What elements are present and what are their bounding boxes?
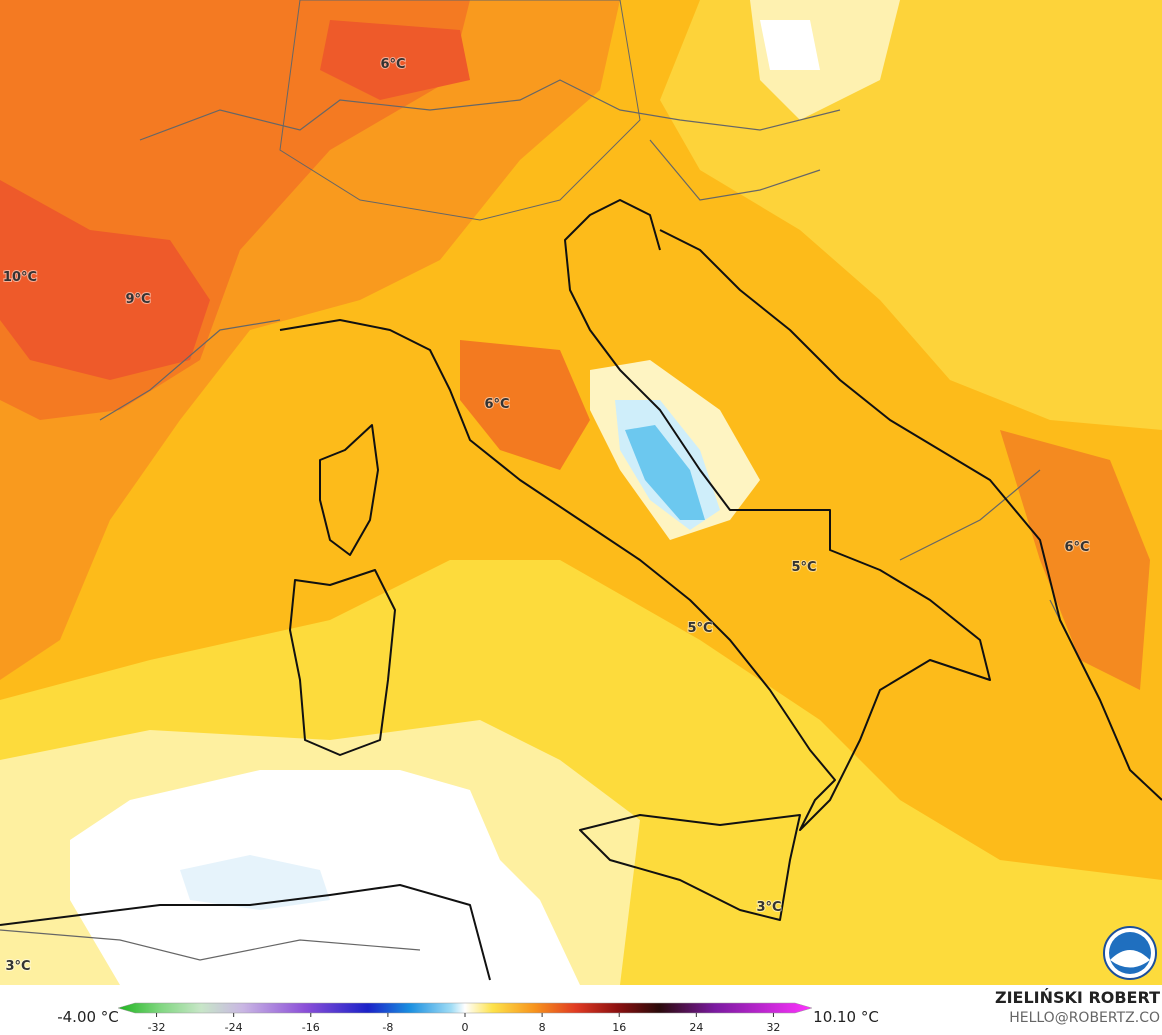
author-name: ZIELIŃSKI ROBERT — [995, 988, 1160, 1007]
colorbar-tick-label: 32 — [766, 1021, 780, 1034]
country-border — [99, 79, 841, 421]
coastline-italy — [279, 199, 991, 831]
field — [0, 180, 210, 380]
colorbar-ramp — [117, 1002, 813, 1014]
colorbar-tick-label: -8 — [382, 1021, 393, 1034]
colorbar-tick-label: 16 — [612, 1021, 626, 1034]
temperature-label: 6°C — [380, 57, 405, 72]
coastline-sardinia — [289, 569, 396, 756]
coastline-africa — [0, 884, 491, 981]
coastline-sicily — [579, 814, 801, 921]
temperature-label: 10°C — [3, 270, 37, 285]
coastline-corsica — [319, 424, 379, 556]
temperature-label: 6°C — [484, 397, 509, 412]
colorbar-tick-label: 24 — [689, 1021, 703, 1034]
temperature-label: 9°C — [125, 292, 150, 307]
temperature-label: 3°C — [5, 959, 30, 974]
field — [660, 0, 1162, 430]
temperature-label: 5°C — [687, 621, 712, 636]
field — [460, 340, 590, 470]
field — [320, 20, 470, 100]
colorbar-tick-label: -32 — [148, 1021, 166, 1034]
field — [760, 20, 820, 70]
map: 6°C 10°C 9°C 6°C 5°C 5°C 6°C 3°C 3°C — [0, 0, 1162, 985]
region-border — [279, 0, 641, 221]
field — [625, 425, 705, 520]
temperature-label: 5°C — [791, 560, 816, 575]
colorbar-max-label: 10.10 °C — [813, 1008, 879, 1026]
noaa-logo — [1103, 926, 1157, 980]
field — [70, 770, 580, 985]
field — [1000, 430, 1150, 690]
colorbar-tick-label: 0 — [462, 1021, 469, 1034]
temperature-label: 6°C — [1064, 540, 1089, 555]
colorbar-tick-label: -16 — [302, 1021, 320, 1034]
colorbar-min-label: -4.00 °C — [57, 1008, 119, 1026]
temperature-label: 3°C — [756, 900, 781, 915]
colorbar: -4.00 °C 10.10 °C -32 -24 -16 -8 0 8 16 24 32 — [57, 1002, 879, 1034]
author-email: HELLO@ROBERTZ.CO — [1009, 1010, 1160, 1026]
colorbar-tick-label: 8 — [539, 1021, 546, 1034]
colorbar-tick-label: -24 — [225, 1021, 243, 1034]
coastline-balkans — [659, 229, 1162, 801]
field — [180, 855, 330, 910]
